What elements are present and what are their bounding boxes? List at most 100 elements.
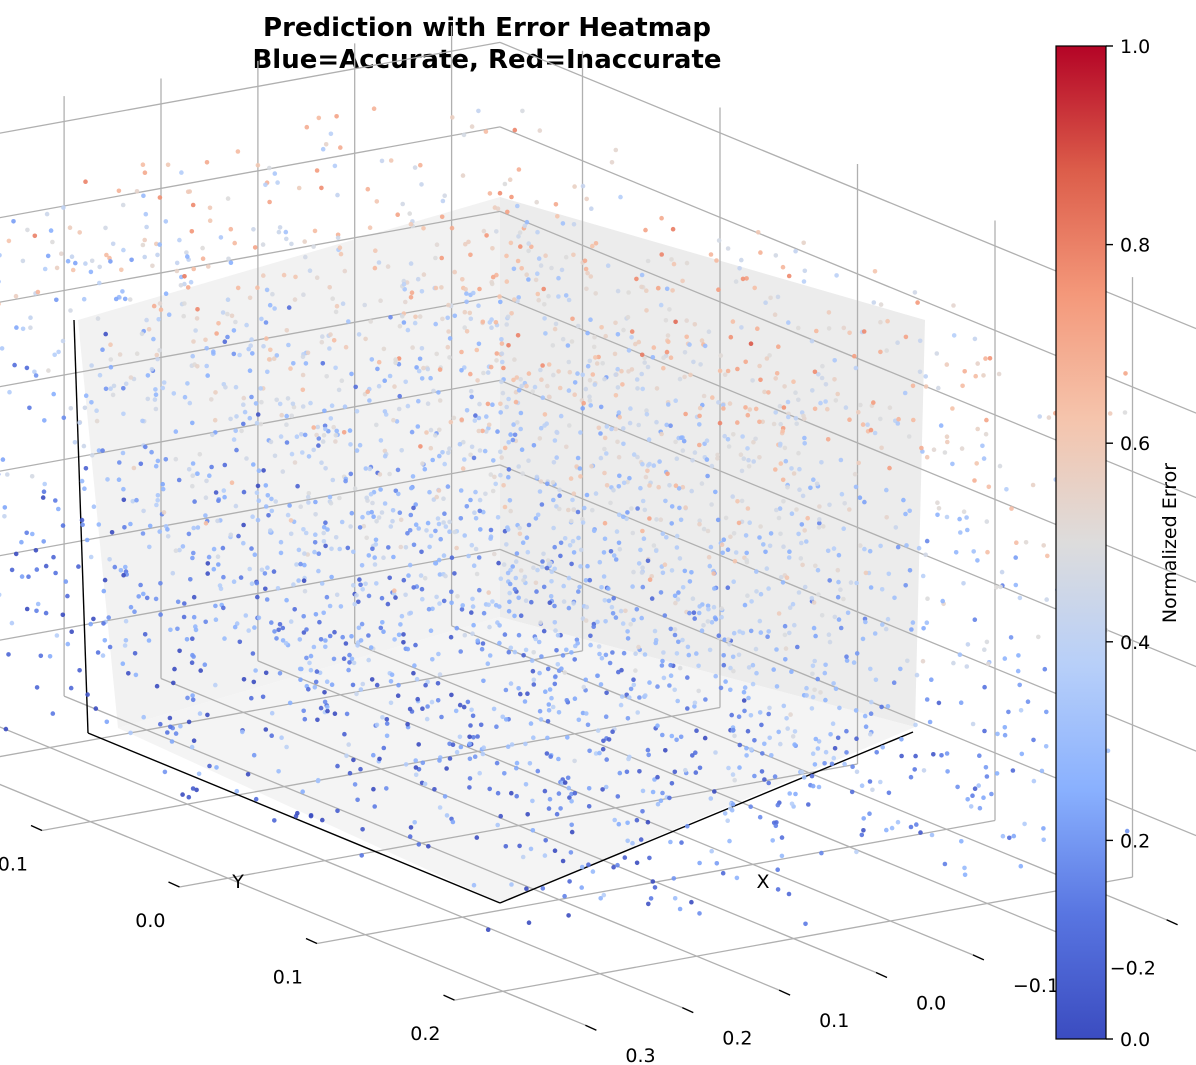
- scatter-point: [315, 717, 320, 723]
- scatter-point: [637, 695, 642, 700]
- scatter-point: [173, 731, 179, 736]
- scatter-point: [267, 199, 272, 205]
- scatter-point: [507, 177, 513, 182]
- scatter-point: [84, 537, 90, 543]
- scatter-point: [899, 753, 904, 759]
- scatter-point: [1004, 487, 1009, 492]
- scatter-point: [741, 689, 747, 695]
- scatter-point: [1124, 828, 1130, 834]
- scatter-point: [639, 371, 644, 377]
- scatter-point: [705, 603, 711, 609]
- scatter-point: [158, 307, 164, 313]
- scatter-point: [142, 170, 148, 175]
- scatter-point: [469, 707, 474, 713]
- scatter-point: [697, 911, 702, 916]
- scatter-point: [558, 806, 563, 811]
- scatter-point: [853, 708, 859, 713]
- scatter-point: [739, 498, 745, 504]
- scatter-point: [964, 515, 969, 520]
- scatter-point: [836, 617, 842, 622]
- scatter-point: [6, 238, 12, 244]
- scatter-point: [481, 228, 487, 234]
- scatter-point: [464, 504, 470, 509]
- scatter-point: [121, 386, 126, 391]
- scatter-point: [83, 261, 88, 266]
- scatter-point: [493, 320, 499, 325]
- scatter-point: [395, 212, 401, 217]
- scatter-point: [585, 363, 591, 369]
- scatter-point: [160, 486, 166, 492]
- scatter-point: [308, 667, 314, 673]
- scatter-point: [481, 678, 486, 684]
- scatter-point: [643, 474, 649, 480]
- scatter-point: [989, 791, 994, 797]
- scatter-point: [103, 331, 108, 337]
- scatter-point: [530, 389, 535, 394]
- scatter-point: [819, 613, 825, 618]
- scatter-point: [477, 448, 483, 453]
- scatter-point: [634, 817, 640, 823]
- scatter-point: [453, 708, 459, 714]
- scatter-point: [717, 368, 723, 374]
- scatter-point: [300, 789, 306, 794]
- scatter-point: [42, 481, 47, 487]
- scatter-point: [708, 252, 714, 257]
- scatter-point: [366, 657, 372, 663]
- scatter-point: [745, 412, 751, 418]
- scatter-point: [778, 461, 784, 466]
- scatter-point: [643, 227, 648, 233]
- scatter-point: [321, 610, 327, 616]
- scatter-point: [728, 687, 733, 693]
- scatter-point: [783, 657, 788, 662]
- scatter-point: [468, 316, 474, 322]
- scatter-point: [929, 832, 935, 838]
- scatter-point: [498, 813, 504, 819]
- scatter-point: [328, 501, 334, 506]
- scatter-point: [668, 839, 673, 845]
- scatter-point: [320, 361, 326, 366]
- scatter-point: [915, 300, 920, 305]
- scatter-point: [996, 371, 1002, 377]
- scatter-point: [691, 610, 697, 615]
- scatter-point: [569, 799, 574, 804]
- scatter-point: [190, 697, 196, 703]
- scatter-point: [1031, 737, 1036, 743]
- scatter-point: [528, 721, 534, 726]
- scatter-point: [609, 604, 615, 610]
- scatter-point: [571, 222, 577, 227]
- scatter-point: [722, 637, 727, 642]
- scatter-point: [403, 299, 408, 305]
- scatter-point: [165, 534, 171, 539]
- scatter-point: [307, 660, 312, 666]
- scatter-point: [381, 745, 387, 751]
- scatter-point: [321, 433, 327, 438]
- scatter-point: [373, 248, 378, 253]
- scatter-point: [452, 313, 458, 319]
- scatter-point: [481, 370, 486, 376]
- scatter-point: [640, 528, 645, 534]
- scatter-point: [802, 441, 807, 446]
- scatter-point: [454, 625, 460, 631]
- scatter-point: [512, 432, 518, 438]
- scatter-point: [685, 644, 691, 650]
- scatter-point: [543, 838, 548, 843]
- scatter-point: [591, 528, 597, 534]
- scatter-point: [360, 587, 366, 592]
- scatter-point: [241, 540, 246, 546]
- scatter-point: [831, 546, 837, 551]
- scatter-point: [216, 562, 221, 567]
- scatter-point: [716, 400, 721, 405]
- scatter-point: [775, 887, 781, 892]
- scatter-point: [689, 899, 694, 905]
- scatter-point: [190, 636, 195, 641]
- scatter-point: [516, 464, 521, 469]
- scatter-point: [752, 773, 757, 779]
- scatter-point: [593, 241, 599, 246]
- scatter-point: [365, 510, 371, 516]
- scatter-point: [847, 417, 852, 423]
- scatter-point: [833, 398, 839, 403]
- scatter-point: [495, 206, 501, 211]
- scatter-point: [597, 651, 602, 657]
- scatter-point: [277, 622, 283, 627]
- scatter-point: [769, 753, 774, 758]
